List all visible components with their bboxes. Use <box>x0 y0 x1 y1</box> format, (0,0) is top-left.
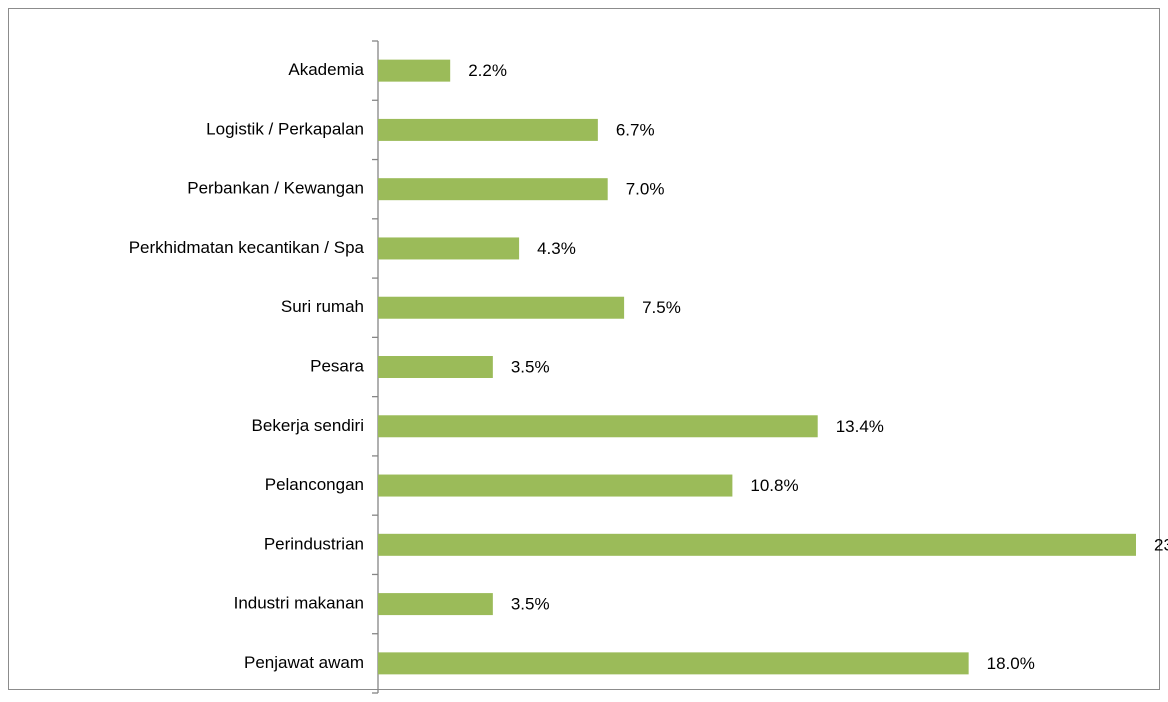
data-label: 18.0% <box>987 654 1035 673</box>
bar <box>378 178 608 201</box>
y-tick-label: Pelancongan <box>265 475 364 494</box>
bar <box>378 118 598 141</box>
y-tick-label: Perkhidmatan kecantikan / Spa <box>129 238 365 257</box>
bar <box>378 533 1136 556</box>
bar <box>378 415 818 438</box>
y-tick-label: Bekerja sendiri <box>252 416 364 435</box>
bar <box>378 593 493 616</box>
data-label: 10.8% <box>750 476 798 495</box>
y-tick-label: Pesara <box>310 356 364 375</box>
data-label: 2.2% <box>468 61 507 80</box>
chart-border <box>8 8 1160 690</box>
y-tick-label: Perbankan / Kewangan <box>187 179 364 198</box>
data-label: 4.3% <box>537 239 576 258</box>
bar <box>378 59 451 82</box>
bar <box>378 237 520 260</box>
y-tick-label: Perindustrian <box>264 534 364 553</box>
data-label: 6.7% <box>616 120 655 139</box>
y-tick-label: Penjawat awam <box>244 653 364 672</box>
data-label: 13.4% <box>836 417 884 436</box>
data-label: 23.1% <box>1154 535 1168 554</box>
y-tick-label: Suri rumah <box>281 297 364 316</box>
bar <box>378 296 625 319</box>
data-label: 7.5% <box>642 298 681 317</box>
data-label: 3.5% <box>511 357 550 376</box>
y-tick-label: Industri makanan <box>234 594 364 613</box>
y-tick-label: Akademia <box>288 60 364 79</box>
y-tick-label: Logistik / Perkapalan <box>206 119 364 138</box>
bar <box>378 652 969 675</box>
bar <box>378 356 493 378</box>
data-label: 3.5% <box>511 595 550 614</box>
bar <box>378 474 733 497</box>
data-label: 7.0% <box>626 180 665 199</box>
